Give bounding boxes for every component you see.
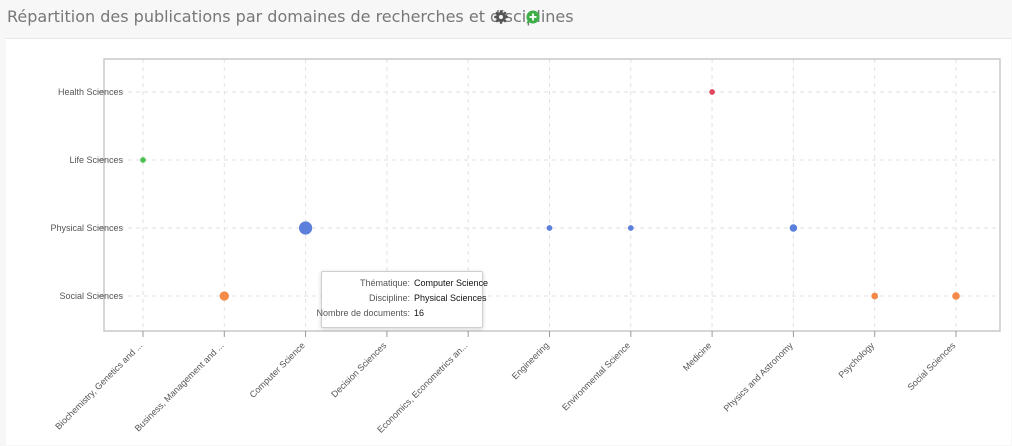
x-tick-label: Environmental Science [560, 340, 632, 412]
chart-title: Répartition des publications par domaine… [7, 7, 574, 26]
data-point[interactable] [140, 157, 146, 163]
tooltip-key: Thématique: [359, 278, 410, 288]
data-point[interactable] [546, 225, 553, 231]
chart-header: Répartition des publications par domaine… [0, 0, 1012, 36]
data-point[interactable] [952, 292, 960, 300]
plot-area [103, 58, 1001, 332]
tooltip-row-count: Nombre de documents: 16 [316, 308, 482, 322]
y-tick-label: Social Sciences [59, 291, 123, 301]
data-point[interactable] [298, 221, 313, 235]
x-tick-label: Medicine [681, 340, 714, 373]
chart-card: Health Sciences Life Sciences Physical Sci… [6, 38, 1011, 445]
data-point[interactable] [709, 89, 715, 95]
y-tick-label: Physical Sciences [50, 223, 123, 233]
x-tick-label: Physics and Astronomy [722, 340, 796, 414]
tooltip-row-thematique: Thématique: Computer Science [322, 278, 488, 292]
x-tick-label: Biochemistry, Genetics and ... [53, 340, 144, 431]
y-axis-labels: Health Sciences Life Sciences Physical Sci… [50, 87, 123, 301]
add-comment-icon[interactable] [524, 8, 542, 26]
axis-ticks [98, 91, 957, 337]
scatter-chart: Health Sciences Life Sciences Physical Sci… [50, 58, 1001, 435]
x-tick-label: Psychology [836, 340, 876, 380]
x-tick-label: Business, Management and ... [133, 340, 226, 433]
data-point[interactable] [789, 224, 798, 232]
tooltip-key: Nombre de documents: [316, 308, 410, 318]
data-point[interactable] [219, 291, 229, 301]
tooltip-key: Discipline: [368, 293, 410, 303]
tooltip-value: 16 [414, 308, 425, 318]
tooltip-value: Physical Sciences [414, 293, 487, 303]
y-tick-label: Life Sciences [69, 155, 123, 165]
tooltip-value: Computer Science [414, 278, 489, 288]
x-tick-label: Social Sciences [905, 340, 957, 392]
data-point[interactable] [627, 225, 634, 231]
grid-lines [104, 59, 1000, 331]
x-tick-label: Decision Sciences [329, 340, 388, 399]
y-tick-label: Health Sciences [58, 87, 124, 97]
x-tick-label: Computer Science [248, 340, 307, 399]
chart-tooltip: Thématique: Computer Science Discipline:… [316, 271, 488, 328]
gear-icon[interactable] [492, 8, 510, 26]
x-axis-labels: Biochemistry, Genetics and ...Business, … [53, 340, 957, 435]
data-point[interactable] [871, 292, 879, 300]
tooltip-row-discipline: Discipline: Physical Sciences [322, 293, 487, 307]
x-tick-label: Economics, Econometrics an... [375, 340, 469, 434]
x-tick-label: Engineering [510, 340, 551, 381]
